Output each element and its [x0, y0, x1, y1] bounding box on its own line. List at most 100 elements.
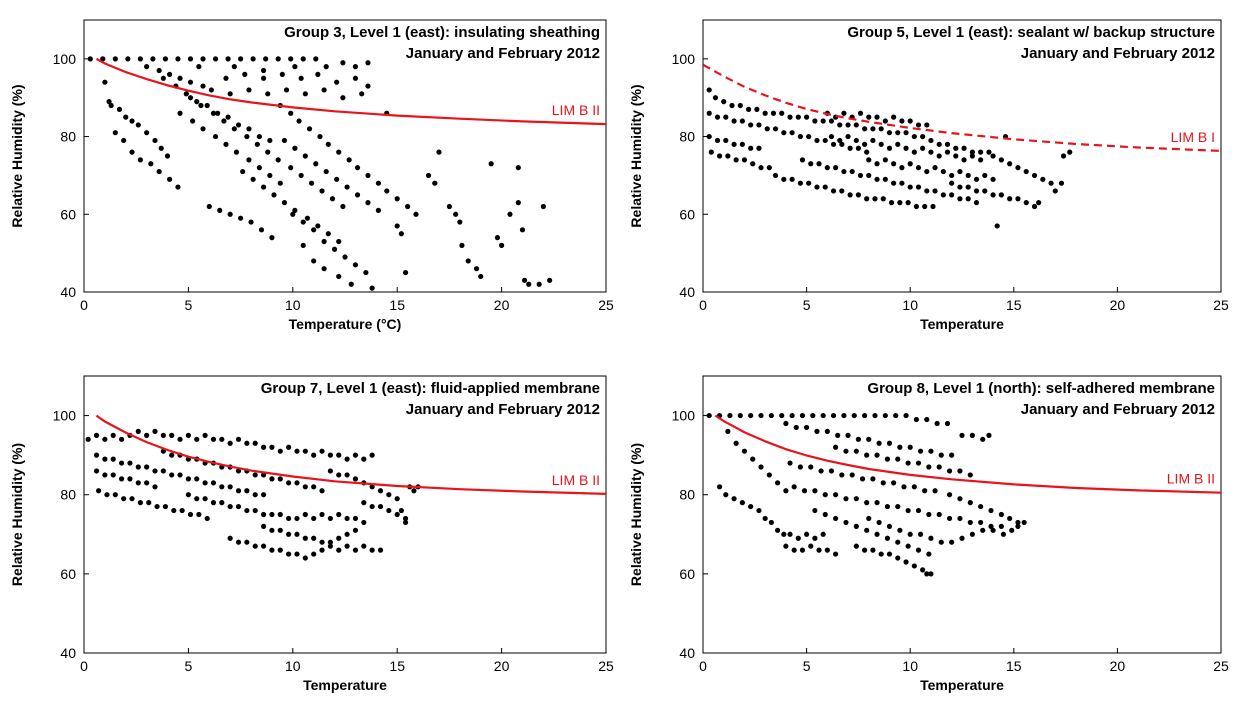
data-point [725, 428, 731, 434]
data-point [334, 79, 340, 85]
data-point [969, 149, 975, 155]
data-point [194, 496, 200, 502]
data-point [895, 456, 901, 462]
data-point [814, 137, 820, 144]
data-point [915, 507, 922, 514]
data-point [946, 492, 953, 498]
data-point [146, 500, 152, 506]
y-tick-label: 60 [60, 566, 76, 582]
data-point [252, 472, 258, 478]
data-point [150, 56, 156, 62]
x-tick-label: 20 [1110, 297, 1126, 313]
data-point [302, 511, 308, 518]
data-point [453, 211, 459, 217]
data-point [915, 122, 922, 128]
data-point [822, 511, 828, 518]
data-point [152, 484, 158, 490]
data-point [878, 141, 884, 147]
data-point [949, 539, 955, 545]
y-tick-label: 80 [679, 487, 695, 503]
data-point [789, 130, 795, 136]
data-point [465, 258, 471, 264]
data-point [924, 122, 930, 128]
data-point [219, 436, 225, 442]
data-point [212, 56, 219, 62]
data-point [812, 535, 818, 541]
plot-frame [83, 19, 607, 293]
data-point [768, 519, 774, 526]
data-point [1023, 200, 1029, 206]
data-point [1007, 196, 1013, 202]
data-point [258, 227, 265, 233]
data-point [112, 130, 118, 136]
data-point [363, 269, 369, 276]
data-point [459, 242, 465, 248]
data-point [87, 56, 93, 62]
data-point [758, 464, 764, 470]
data-point [915, 184, 922, 190]
data-point [990, 527, 996, 533]
data-point [953, 153, 959, 159]
data-point [853, 122, 859, 128]
data-point [837, 137, 843, 144]
data-point [884, 535, 891, 541]
data-point [177, 436, 183, 442]
data-point [893, 412, 899, 419]
data-point [822, 492, 828, 498]
data-point [413, 211, 419, 217]
data-point [727, 412, 733, 419]
scatter-series [706, 87, 1073, 229]
data-point [127, 460, 133, 466]
plot-frame [83, 375, 607, 654]
data-point [488, 161, 494, 167]
data-point [323, 64, 329, 70]
data-point [797, 180, 803, 186]
data-point [874, 531, 880, 537]
data-point [917, 531, 924, 537]
data-point [196, 64, 202, 70]
data-point [323, 168, 329, 175]
data-point [1021, 519, 1027, 526]
y-tick-label: 100 [672, 408, 696, 424]
data-point [841, 412, 847, 419]
data-point [770, 110, 777, 116]
data-point [866, 436, 872, 442]
data-point [756, 122, 762, 128]
data-point [256, 165, 262, 171]
data-point [540, 203, 546, 210]
data-point [870, 547, 876, 553]
data-point [837, 122, 843, 128]
x-tick-label: 10 [285, 658, 301, 674]
data-point [478, 273, 484, 280]
data-point [208, 87, 214, 93]
x-tick-label: 25 [598, 297, 614, 313]
data-point [269, 527, 275, 533]
data-point [265, 91, 271, 97]
data-point [731, 496, 737, 502]
data-point [944, 420, 951, 427]
data-point [246, 157, 252, 163]
data-point [340, 60, 346, 66]
data-point [723, 137, 729, 144]
data-point [988, 507, 994, 514]
data-point [967, 500, 973, 506]
data-point [93, 452, 100, 458]
data-point [849, 168, 855, 175]
data-point [386, 507, 392, 514]
data-point [93, 468, 100, 474]
data-point [787, 531, 793, 537]
data-point [269, 235, 275, 241]
data-point [926, 551, 932, 557]
data-point [369, 547, 375, 553]
data-point [901, 484, 907, 490]
data-point [762, 110, 768, 116]
plot-frame [702, 19, 1222, 293]
x-tick-label: 10 [902, 658, 918, 674]
data-point [313, 161, 319, 167]
data-point [244, 488, 250, 494]
data-point [286, 444, 292, 450]
data-point [507, 211, 513, 217]
x-tick-label: 15 [389, 658, 405, 674]
data-point [125, 56, 131, 62]
data-point [806, 133, 812, 140]
